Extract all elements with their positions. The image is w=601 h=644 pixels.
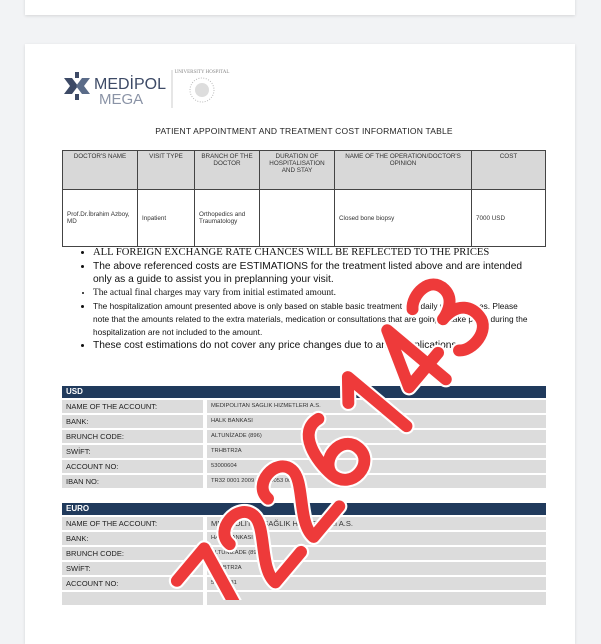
table-row: Prof.Dr.İbrahim Azboy, MD Inpatient Orth… — [62, 189, 546, 247]
account-row: SWİFT: TRHBTR2A — [62, 561, 546, 575]
cell-cost: 7000 USD — [471, 189, 546, 247]
row-label: NAME OF THE ACCOUNT: — [62, 399, 203, 413]
note-item: The actual final charges may vary from i… — [93, 287, 536, 301]
cost-table: DOCTOR'S NAME VISIT TYPE BRANCH OF THE D… — [62, 150, 546, 247]
row-value: MEDİPOLİTAN SAĞLIK HİZMETLERİ A.S. — [207, 516, 546, 530]
account-row: IBAN NO: TR32 0001 2009 8960 0053 0006 04 — [62, 474, 546, 488]
usd-account-section: USD NAME OF THE ACCOUNT: MEDIPOLITAN SAGL… — [62, 386, 546, 488]
row-value: 58000131 — [207, 576, 546, 590]
row-value: MEDIPOLITAN SAGLIK HIZMETLERI A.S. — [207, 399, 546, 413]
col-duration: DURATION OF HOSPITALISATION AND STAY — [259, 150, 335, 190]
account-row: SWİFT: TRHBTR2A — [62, 444, 546, 458]
col-doctor: DOCTOR'S NAME — [62, 150, 138, 190]
row-value: TR32 0001 2009 8960 0053 0006 04 — [207, 474, 546, 488]
row-label: IBAN NO: — [62, 474, 203, 488]
hospital-logo: MEDİPOL MEGA UNIVERSITY HOSPITAL — [64, 70, 230, 108]
row-label: NAME OF THE ACCOUNT: — [62, 516, 203, 530]
logo-brand: MEDİPOL — [94, 74, 166, 93]
medipol-mark-icon — [64, 72, 90, 100]
section-header: EURO — [62, 503, 546, 515]
table-header-row: DOCTOR'S NAME VISIT TYPE BRANCH OF THE D… — [62, 150, 546, 190]
euro-account-section: EURO NAME OF THE ACCOUNT: MEDİPOLİTAN SAĞ… — [62, 503, 546, 605]
cell-visit-type: Inpatient — [137, 189, 195, 247]
row-value: 53000604 — [207, 459, 546, 473]
row-label: SWİFT: — [62, 561, 203, 575]
row-label: BANK: — [62, 531, 203, 545]
account-row: NAME OF THE ACCOUNT: MEDİPOLİTAN SAĞLIK H… — [62, 516, 546, 530]
row-label: BRUNCH CODE: — [62, 546, 203, 560]
account-row: BANK: HALK BANKASI — [62, 531, 546, 545]
col-operation: NAME OF THE OPERATION/DOCTOR'S OPINION — [334, 150, 472, 190]
previous-card — [25, 0, 575, 15]
account-row-cut — [62, 591, 546, 605]
logo-seal: UNIVERSITY HOSPITAL — [175, 70, 230, 75]
row-value: HALK BANKASI — [207, 414, 546, 428]
row-value: ALTUNİZADE (896) — [207, 546, 546, 560]
note-item: ALL FOREIGN EXCHANGE RATE CHANCES WILL B… — [93, 246, 536, 260]
cell-duration — [259, 189, 335, 247]
cell-operation: Closed bone biopsy — [334, 189, 472, 247]
row-label: BANK: — [62, 414, 203, 428]
account-row: ACCOUNT NO: 58000131 — [62, 576, 546, 590]
col-branch: BRANCH OF THE DOCTOR — [194, 150, 260, 190]
account-row: NAME OF THE ACCOUNT: MEDIPOLITAN SAGLIK H… — [62, 399, 546, 413]
row-label: SWİFT: — [62, 444, 203, 458]
col-cost: COST — [471, 150, 546, 190]
row-value: ALTUNİZADE (896) — [207, 429, 546, 443]
note-item: The above referenced costs are ESTIMATIO… — [93, 260, 536, 287]
page-title: PATIENT APPOINTMENT AND TREATMENT COST I… — [155, 126, 453, 136]
cell-branch: Orthopedics and Traumatology — [194, 189, 260, 247]
note-item: The hospitalization amount presented abo… — [93, 300, 536, 339]
account-row: BRUNCH CODE: ALTUNİZADE (896) — [62, 546, 546, 560]
notes-list: ALL FOREIGN EXCHANGE RATE CHANCES WILL B… — [62, 246, 536, 353]
row-label: ACCOUNT NO: — [62, 576, 203, 590]
row-value — [207, 591, 546, 605]
row-value: HALK BANKASI — [207, 531, 546, 545]
row-value: TRHBTR2A — [207, 561, 546, 575]
logo-sub: MEGA — [99, 91, 143, 108]
row-label — [62, 591, 203, 605]
row-value: TRHBTR2A — [207, 444, 546, 458]
account-row: BANK: HALK BANKASI — [62, 414, 546, 428]
row-label: ACCOUNT NO: — [62, 459, 203, 473]
col-visit-type: VISIT TYPE — [137, 150, 195, 190]
note-item: These cost estimations do not cover any … — [93, 339, 536, 353]
cell-doctor: Prof.Dr.İbrahim Azboy, MD — [62, 189, 138, 247]
section-header: USD — [62, 386, 546, 398]
row-label: BRUNCH CODE: — [62, 429, 203, 443]
account-row: BRUNCH CODE: ALTUNİZADE (896) — [62, 429, 546, 443]
account-row: ACCOUNT NO: 53000604 — [62, 459, 546, 473]
